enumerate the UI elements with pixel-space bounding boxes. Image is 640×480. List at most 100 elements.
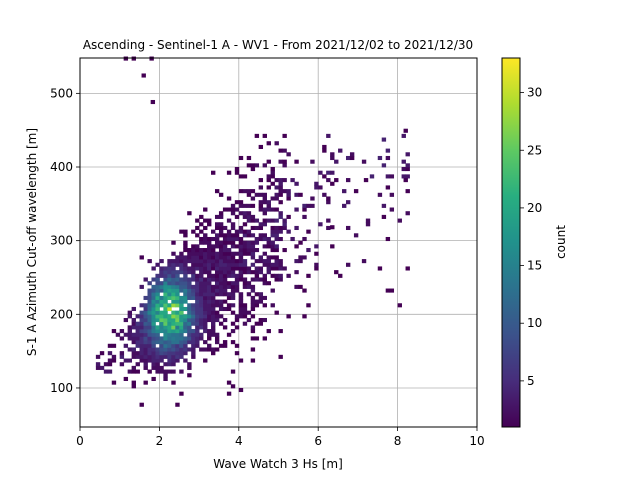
heatmap-cell (326, 200, 331, 205)
heatmap-cell (159, 281, 164, 286)
heatmap-cell (294, 259, 299, 264)
heatmap-cell (298, 255, 303, 260)
heatmap-cell (203, 299, 208, 304)
heatmap-cell (203, 329, 208, 334)
heatmap-cell (250, 218, 256, 223)
heatmap-cell (207, 251, 212, 256)
heatmap-cell (135, 369, 140, 374)
heatmap-cell (119, 336, 125, 341)
heatmap-cell (127, 310, 133, 315)
heatmap-cell (246, 203, 252, 208)
heatmap-cell (246, 310, 252, 315)
heatmap-cell (226, 255, 232, 260)
heatmap-cell (195, 218, 200, 223)
heatmap-cell (179, 354, 184, 359)
heatmap-cell (143, 347, 148, 352)
heatmap-cell (159, 273, 164, 278)
colorbar-tick-label: 30 (527, 86, 542, 100)
heatmap-cell (151, 310, 156, 315)
heatmap-cell (226, 292, 232, 297)
heatmap-cell (214, 189, 220, 194)
heatmap-cell (175, 343, 180, 348)
heatmap-cell (254, 292, 260, 297)
heatmap-cell (234, 314, 240, 319)
heatmap-cell (298, 284, 303, 289)
heatmap-cell (179, 288, 184, 293)
heatmap-cell (314, 251, 319, 256)
heatmap-cell (183, 248, 188, 253)
heatmap-cell (230, 321, 236, 326)
heatmap-cell (175, 277, 180, 282)
heatmap-cell (238, 277, 244, 282)
heatmap-cell (203, 236, 208, 242)
heatmap-cell (214, 347, 220, 352)
heatmap-cell (230, 233, 236, 238)
heatmap-cell (278, 214, 283, 219)
heatmap-cell (111, 329, 117, 334)
heatmap-cell (103, 369, 109, 374)
x-tick-label: 6 (314, 434, 322, 448)
heatmap-cell (119, 329, 125, 334)
heatmap-cell (199, 255, 204, 260)
heatmap-cell (218, 211, 224, 216)
heatmap-cell (147, 329, 152, 334)
heatmap-cell (203, 248, 208, 253)
heatmap-cell (175, 281, 180, 286)
heatmap-cell (151, 329, 156, 334)
heatmap-cell (226, 281, 232, 286)
heatmap-cell (135, 321, 140, 326)
heatmap-cell (203, 303, 208, 308)
heatmap-cell (183, 233, 188, 238)
heatmap-cell (175, 354, 180, 359)
heatmap-cell (230, 211, 236, 216)
heatmap-cell (143, 340, 148, 345)
heatmap-cell (218, 288, 224, 293)
heatmap-cell (167, 266, 172, 271)
heatmap-cell (171, 336, 176, 341)
heatmap-cell (246, 214, 252, 219)
heatmap-cell (274, 266, 279, 271)
heatmap-cell (242, 229, 248, 234)
heatmap-cell (155, 358, 160, 363)
heatmap-cell (167, 284, 172, 289)
heatmap-cell (143, 362, 148, 367)
heatmap-cell (238, 211, 244, 216)
heatmap-cell (199, 248, 204, 253)
heatmap-cell (147, 336, 152, 341)
heatmap-cell (234, 288, 240, 293)
heatmap-cell (167, 317, 172, 323)
heatmap-cell (199, 229, 204, 234)
heatmap-cell (369, 174, 375, 179)
heatmap-cell (175, 270, 180, 275)
heatmap-cell (254, 225, 260, 231)
heatmap-cell (167, 270, 172, 275)
heatmap-cell (250, 255, 256, 260)
heatmap-cell (195, 262, 200, 267)
heatmap-cell (405, 174, 410, 179)
heatmap-cell (175, 292, 180, 297)
heatmap-cell (127, 325, 133, 330)
heatmap-cell (262, 336, 267, 341)
heatmap-cell (270, 288, 275, 293)
heatmap-cell (250, 325, 256, 330)
heatmap-cell (234, 200, 240, 205)
heatmap-cell (179, 336, 184, 341)
heatmap-cell (163, 303, 168, 308)
heatmap-cell (218, 259, 224, 264)
heatmap-cell (199, 317, 204, 323)
heatmap-cell (258, 236, 264, 242)
heatmap-cell (199, 310, 204, 315)
heatmap-cell (155, 299, 160, 304)
heatmap-cell (326, 178, 331, 183)
heatmap-cell (199, 295, 204, 300)
heatmap-cell (278, 185, 283, 190)
heatmap-cell (207, 314, 212, 319)
x-axis-ticks: 0 2 4 6 8 10 (76, 427, 485, 448)
heatmap-cell (95, 362, 101, 367)
heatmap-cell (270, 303, 275, 308)
heatmap-cell (171, 251, 176, 256)
heatmap-cell (159, 358, 164, 363)
heatmap-cell (211, 325, 216, 330)
heatmap-cell (246, 189, 252, 194)
heatmap-cell (397, 303, 402, 308)
